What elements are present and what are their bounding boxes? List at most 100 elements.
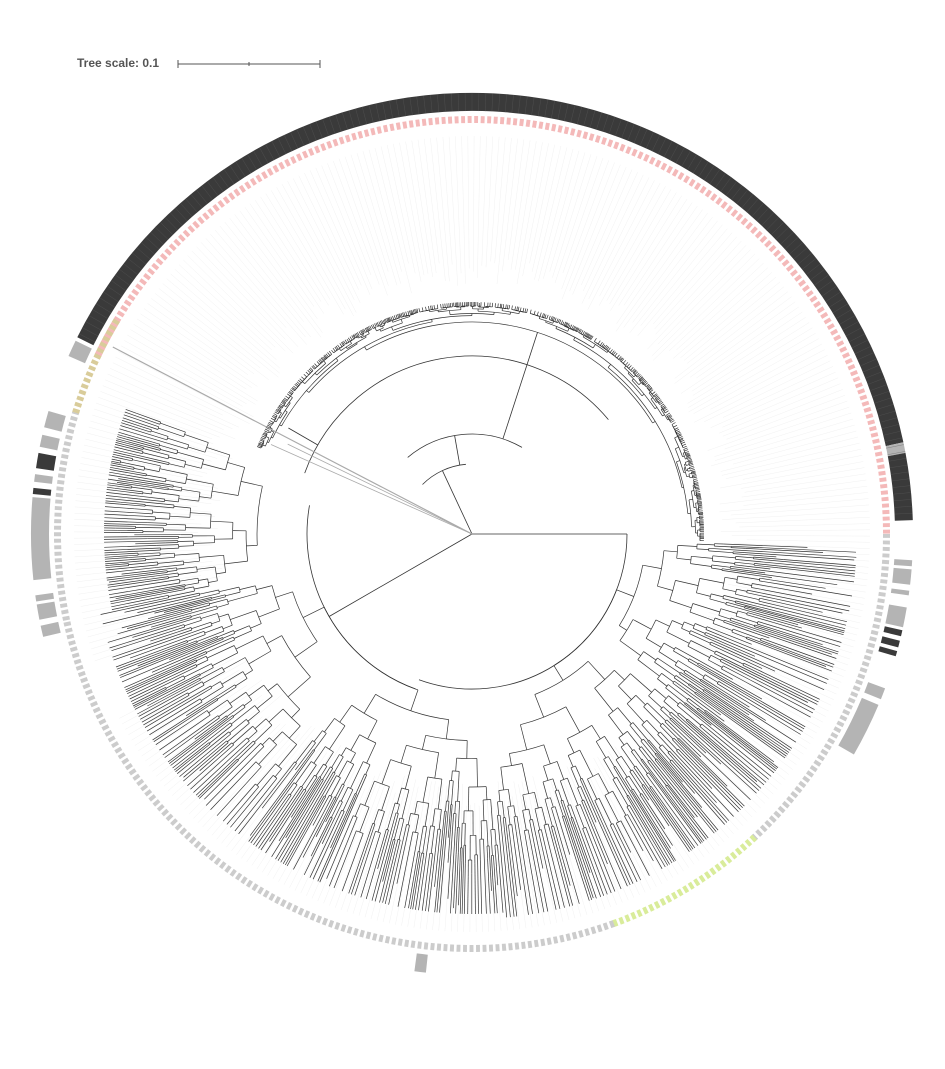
- inner-ring-cell-lime: [724, 855, 733, 864]
- tree-branch: [154, 564, 184, 569]
- tree-leaf-branch: [173, 748, 203, 771]
- tree-leaf-branch: [689, 678, 755, 722]
- tree-branch: [555, 326, 558, 329]
- inner-ring-cell-pink: [857, 388, 866, 395]
- label-leader: [143, 308, 258, 387]
- tree-leaf-branch: [729, 660, 818, 705]
- tree-branch: [124, 444, 143, 450]
- tree-node-arc: [196, 566, 198, 572]
- tree-leaf-branch: [309, 826, 335, 878]
- tree-leaf-branch: [360, 330, 363, 335]
- tree-leaf-branch: [526, 308, 528, 313]
- outer-ring-cell-divider: [201, 185, 213, 200]
- tree-node-arc: [216, 636, 218, 639]
- tree-branch: [697, 707, 719, 725]
- label-leader: [481, 136, 487, 266]
- tree-branch: [674, 664, 685, 672]
- tree-leaf-branch: [502, 304, 505, 309]
- tree-branch: [657, 678, 668, 687]
- tree-branch: [759, 577, 771, 581]
- label-leader: [121, 345, 254, 417]
- outer-ring-cell-divider: [92, 309, 108, 319]
- inner-ring-cell-pink: [357, 130, 364, 139]
- tree-branch: [686, 475, 690, 478]
- inner-ring-cell-pink: [823, 317, 832, 325]
- label-leader: [700, 675, 811, 744]
- tree-branch: [185, 674, 201, 684]
- tree-branch: [278, 744, 297, 767]
- outer-ring-cell-divider: [879, 417, 898, 423]
- label-leader: [739, 595, 861, 624]
- tree-leaf-branch: [746, 573, 772, 578]
- inner-ring-cell-pink: [715, 197, 723, 206]
- tree-branch: [149, 549, 161, 551]
- label-leader: [657, 249, 751, 345]
- tree-leaf-branch: [548, 315, 551, 320]
- tree-leaf-branch: [434, 839, 440, 887]
- tree-branch: [714, 545, 732, 548]
- label-leader: [722, 389, 843, 437]
- outer-ring-cell-divider: [196, 189, 208, 204]
- tree-leaf-branch: [508, 305, 511, 310]
- tree-branch: [696, 709, 716, 724]
- inner-ring-cell-grey: [514, 942, 520, 950]
- tree-branch: [559, 780, 570, 806]
- tree-leaf-branch: [121, 611, 183, 629]
- tree-branch: [754, 564, 779, 569]
- inner-ring-cell-grey: [321, 917, 329, 926]
- tree-leaf-branch: [789, 648, 835, 665]
- tree-branch: [633, 749, 642, 760]
- tree-branch: [184, 663, 212, 678]
- inner-ring-cell-grey: [156, 804, 165, 812]
- tree-leaf-branch: [450, 831, 456, 914]
- tree-leaf-branch: [715, 696, 792, 749]
- outer-ring-cell-divider: [836, 309, 852, 319]
- tree-branch: [747, 612, 760, 617]
- tree-node-arc: [208, 602, 211, 606]
- tree-branch: [373, 809, 379, 824]
- tree-branch: [447, 780, 450, 802]
- tree-branch: [557, 789, 563, 801]
- tree-node-arc: [395, 802, 400, 805]
- tree-leaf-branch: [104, 540, 165, 543]
- tree-leaf-branch: [282, 398, 287, 402]
- tree-leaf-branch: [292, 387, 296, 391]
- tree-branch: [366, 742, 377, 764]
- tree-branch: [190, 602, 210, 608]
- label-leader: [531, 145, 562, 272]
- tree-branch: [714, 617, 725, 622]
- inner-ring-cell-grey: [57, 479, 65, 485]
- inner-ring-cell-grey: [867, 642, 876, 649]
- inner-ring-cell-grey: [881, 559, 890, 565]
- tree-leaf-branch: [355, 332, 359, 337]
- tree-leaf-branch: [127, 672, 174, 695]
- tree-leaf-branch: [121, 419, 143, 428]
- tree-leaf-branch: [678, 718, 760, 791]
- tree-node-arc: [303, 788, 307, 791]
- tree-branch: [250, 623, 262, 629]
- tree-leaf-branch: [270, 417, 275, 421]
- tree-leaf-branch: [534, 848, 549, 912]
- tree-branch: [585, 827, 597, 854]
- tree-leaf-branch: [104, 556, 146, 560]
- inner-ring-cell-grey: [823, 743, 832, 751]
- tree-leaf-branch: [366, 326, 370, 331]
- inner-ring-cell-tan: [74, 401, 83, 408]
- inner-ring-cell-pink: [833, 334, 842, 342]
- tree-leaf-branch: [758, 608, 845, 632]
- outer-ring-cell-divider: [736, 189, 748, 204]
- label-leader: [697, 645, 829, 712]
- tree-leaf-branch: [286, 813, 317, 867]
- tree-branch: [649, 759, 661, 775]
- tree-branch: [277, 793, 290, 811]
- label-leader: [128, 669, 240, 735]
- inner-ring-cell-lime: [630, 911, 637, 920]
- inner-ring-cell-grey: [359, 929, 365, 938]
- tree-branch: [381, 759, 391, 785]
- tree-node-arc: [375, 830, 381, 834]
- outer-ring-cell-divider: [851, 339, 869, 349]
- tree-leaf-branch: [115, 648, 165, 668]
- tree-branch: [761, 637, 791, 649]
- inner-ring-cell-tan: [72, 408, 81, 414]
- tree-branch: [363, 694, 376, 714]
